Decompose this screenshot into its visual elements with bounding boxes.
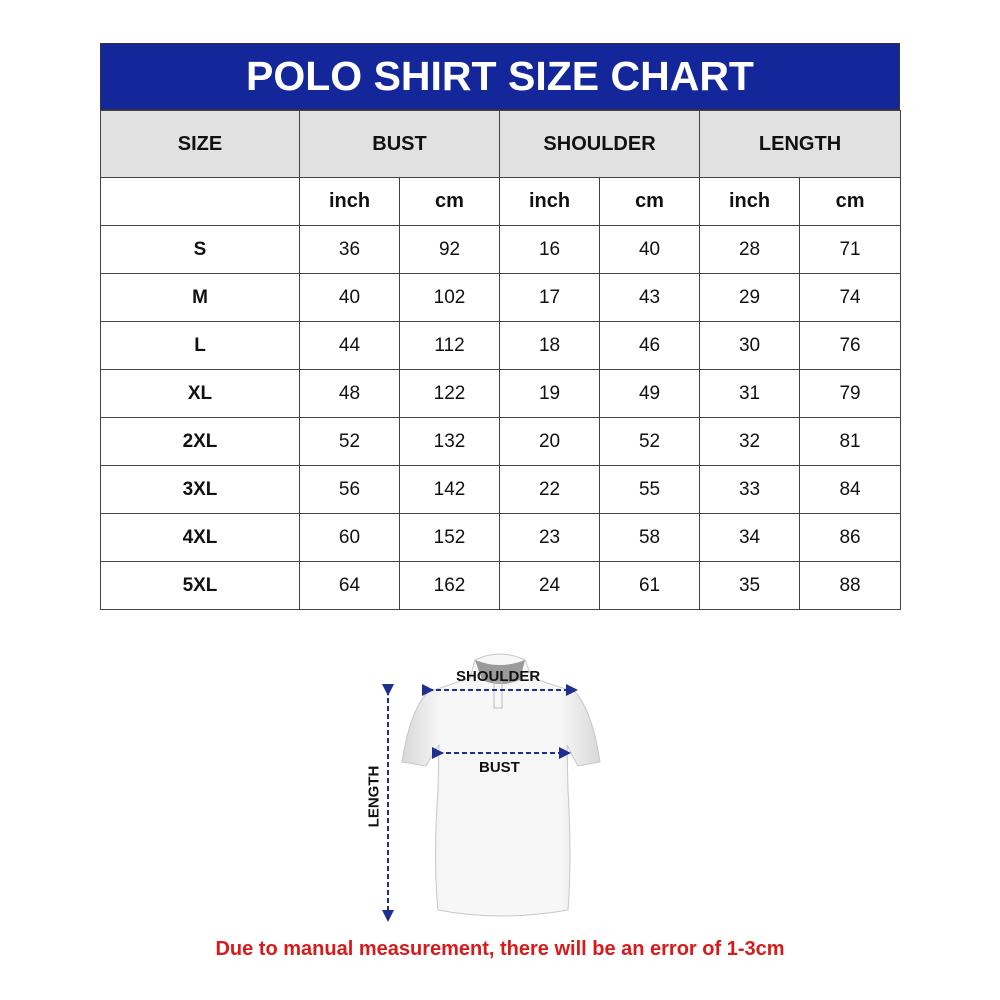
value-cell: 30	[699, 321, 801, 370]
polo-shirt-image	[382, 653, 601, 922]
value-cell: 16	[499, 225, 601, 274]
size-table: SIZE BUST SHOULDER LENGTH inch cm inch cm in…	[100, 110, 902, 610]
size-cell: M	[100, 273, 300, 322]
value-cell: 61	[599, 561, 701, 610]
value-cell: 56	[299, 465, 400, 514]
value-cell: 60	[299, 513, 400, 562]
value-cell: 122	[398, 369, 501, 418]
chart-title: POLO SHIRT SIZE CHART	[100, 43, 900, 110]
value-cell: 48	[299, 369, 400, 418]
value-cell: 32	[699, 417, 801, 466]
value-cell: 29	[699, 273, 801, 322]
unit-inch: inch	[499, 177, 601, 226]
value-cell: 58	[599, 513, 701, 562]
value-cell: 52	[299, 417, 400, 466]
size-cell: 4XL	[100, 513, 300, 562]
value-cell: 40	[299, 273, 400, 322]
size-cell: 3XL	[100, 465, 300, 514]
value-cell: 81	[799, 417, 902, 466]
table-row: M 40 102 17 43 29 74	[100, 273, 902, 322]
value-cell: 162	[398, 561, 501, 610]
shirt-diagram: SHOULDER BUST LENGTH	[360, 640, 620, 930]
empty-cell	[100, 177, 300, 226]
value-cell: 88	[799, 561, 902, 610]
value-cell: 52	[599, 417, 701, 466]
value-cell: 142	[398, 465, 501, 514]
value-cell: 18	[499, 321, 601, 370]
size-cell: 2XL	[100, 417, 300, 466]
unit-cm: cm	[799, 177, 902, 226]
size-cell: S	[100, 225, 300, 274]
value-cell: 22	[499, 465, 601, 514]
table-row: L 44 112 18 46 30 76	[100, 321, 902, 370]
measurement-note: Due to manual measurement, there will be…	[215, 938, 785, 960]
value-cell: 23	[499, 513, 601, 562]
value-cell: 49	[599, 369, 701, 418]
value-cell: 43	[599, 273, 701, 322]
value-cell: 74	[799, 273, 902, 322]
value-cell: 132	[398, 417, 501, 466]
value-cell: 55	[599, 465, 701, 514]
table-row: S 36 92 16 40 28 71	[100, 225, 902, 274]
unit-cm: cm	[599, 177, 701, 226]
value-cell: 19	[499, 369, 601, 418]
value-cell: 28	[699, 225, 801, 274]
header-bust: BUST	[298, 110, 501, 178]
value-cell: 64	[299, 561, 400, 610]
value-cell: 76	[799, 321, 902, 370]
value-cell: 84	[799, 465, 902, 514]
size-chart: POLO SHIRT SIZE CHART SIZE BUST SHOULDER…	[100, 43, 902, 610]
value-cell: 24	[499, 561, 601, 610]
table-row: 3XL 56 142 22 55 33 84	[100, 465, 902, 514]
header-row: SIZE BUST SHOULDER LENGTH	[100, 110, 902, 178]
value-cell: 35	[699, 561, 801, 610]
table-row: 4XL 60 152 23 58 34 86	[100, 513, 902, 562]
unit-inch: inch	[299, 177, 400, 226]
value-cell: 71	[799, 225, 902, 274]
value-cell: 20	[499, 417, 601, 466]
unit-row: inch cm inch cm inch cm	[100, 177, 902, 226]
value-cell: 34	[699, 513, 801, 562]
value-cell: 152	[398, 513, 501, 562]
header-length: LENGTH	[699, 110, 902, 178]
size-cell: L	[100, 321, 300, 370]
value-cell: 46	[599, 321, 701, 370]
unit-cm: cm	[398, 177, 501, 226]
bust-label: BUST	[479, 759, 520, 776]
value-cell: 36	[299, 225, 400, 274]
header-size: SIZE	[100, 110, 300, 178]
value-cell: 17	[499, 273, 601, 322]
value-cell: 112	[398, 321, 501, 370]
size-cell: 5XL	[100, 561, 300, 610]
table-row: XL 48 122 19 49 31 79	[100, 369, 902, 418]
header-shoulder: SHOULDER	[499, 110, 701, 178]
value-cell: 31	[699, 369, 801, 418]
size-cell: XL	[100, 369, 300, 418]
value-cell: 40	[599, 225, 701, 274]
value-cell: 86	[799, 513, 902, 562]
value-cell: 33	[699, 465, 801, 514]
value-cell: 44	[299, 321, 400, 370]
shoulder-label: SHOULDER	[456, 668, 541, 685]
length-label: LENGTH	[365, 765, 383, 828]
value-cell: 92	[398, 225, 501, 274]
value-cell: 79	[799, 369, 902, 418]
value-cell: 102	[398, 273, 501, 322]
table-row: 5XL 64 162 24 61 35 88	[100, 561, 902, 610]
unit-inch: inch	[699, 177, 801, 226]
table-row: 2XL 52 132 20 52 32 81	[100, 417, 902, 466]
